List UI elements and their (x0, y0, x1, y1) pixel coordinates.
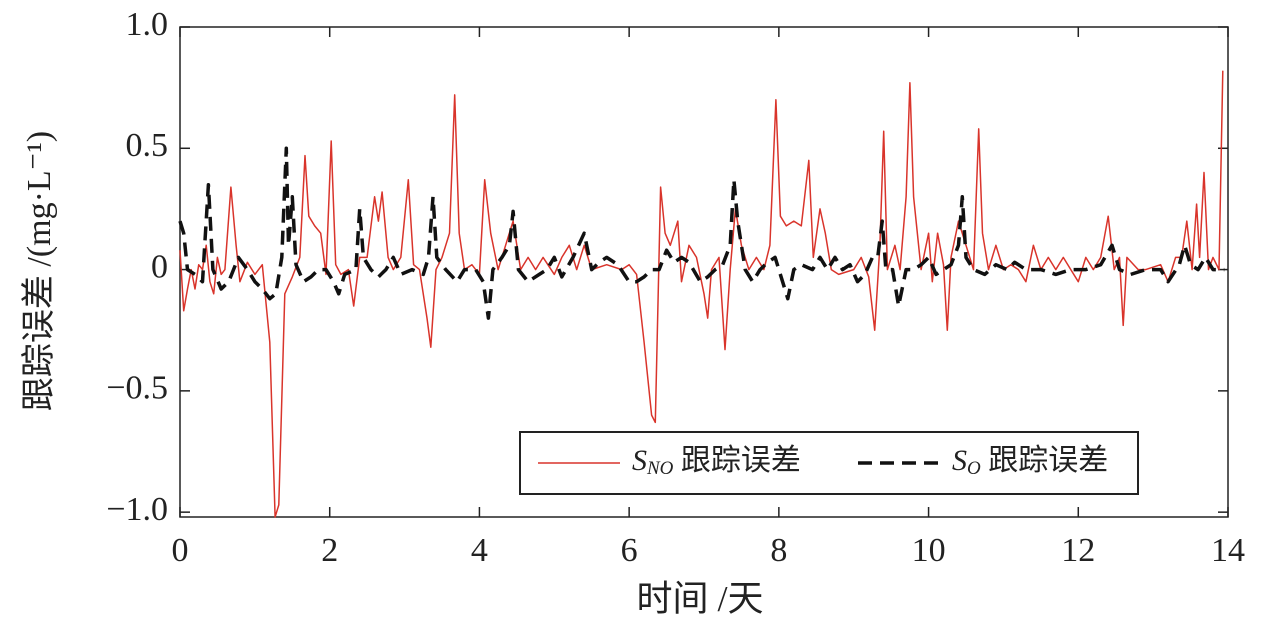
y-tick-label: 1.0 (126, 6, 169, 43)
y-tick-label: −0.5 (106, 370, 168, 407)
legend-label: SNO 跟踪误差 (632, 444, 801, 479)
x-tick-label: 6 (621, 532, 638, 569)
x-tick-label: 10 (912, 532, 946, 569)
x-tick-label: 12 (1061, 532, 1095, 569)
x-tick-label: 2 (321, 532, 338, 569)
line (179, 70, 1224, 518)
dashed-line (178, 146, 1225, 320)
x-axis-label: 时间 /天 (636, 578, 763, 618)
x-tick-label: 8 (770, 532, 787, 569)
y-tick-label: 0.5 (126, 127, 169, 164)
legend: SNO 跟踪误差 SO 跟踪误差 (519, 431, 1139, 495)
x-tick-label: 14 (1211, 532, 1245, 569)
plot-frame (179, 26, 1229, 518)
legend-box (519, 431, 1139, 495)
y-tick-label: −1.0 (106, 491, 168, 528)
y-axis-label: 跟踪误差 /(mg·L⁻¹) (20, 131, 58, 411)
legend-label: SO 跟踪误差 (952, 444, 1108, 479)
y-tick-label: 0 (151, 248, 168, 285)
x-tick-label: 0 (172, 532, 189, 569)
x-tick-label: 4 (471, 532, 488, 569)
